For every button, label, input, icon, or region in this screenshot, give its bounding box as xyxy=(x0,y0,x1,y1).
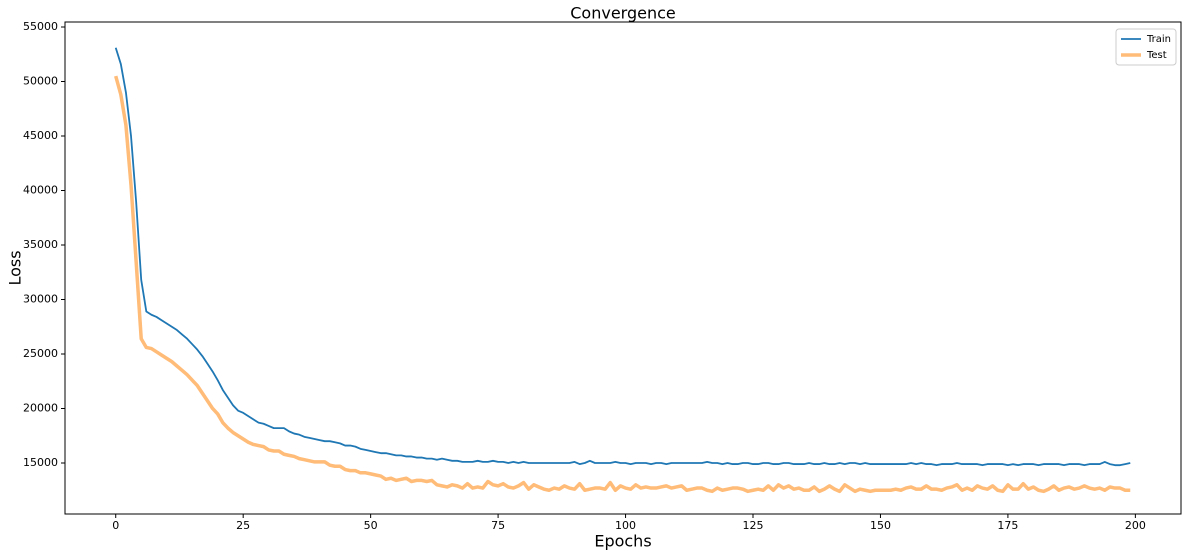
x-tick-label: 125 xyxy=(743,519,764,532)
y-tick-label: 40000 xyxy=(23,184,58,197)
x-tick-label: 50 xyxy=(364,519,378,532)
plot-frame xyxy=(64,21,1182,515)
x-tick-label: 100 xyxy=(615,519,636,532)
x-tick-label: 25 xyxy=(236,519,250,532)
series-line xyxy=(114,47,1131,467)
x-tick-label: 175 xyxy=(997,519,1018,532)
series-line xyxy=(114,75,1131,494)
x-axis-label: Epochs xyxy=(594,532,651,551)
y-tick-label: 55000 xyxy=(23,20,58,33)
x-tick-label: 150 xyxy=(870,519,891,532)
x-tick-label: 200 xyxy=(1125,519,1146,532)
y-tick-label: 25000 xyxy=(23,347,58,360)
legend-label: Train xyxy=(1146,34,1171,45)
y-tick-label: 20000 xyxy=(23,401,58,414)
x-tick-label: 0 xyxy=(112,519,119,532)
y-tick-label: 35000 xyxy=(23,238,58,251)
y-tick-label: 45000 xyxy=(23,129,58,142)
chart-title: Convergence xyxy=(570,4,676,23)
x-tick-label: 75 xyxy=(491,519,505,532)
legend-label: Test xyxy=(1146,50,1167,61)
y-tick-label: 50000 xyxy=(23,75,58,88)
y-tick-label: 30000 xyxy=(23,292,58,305)
y-axis-label: Loss xyxy=(6,250,25,285)
y-tick-label: 15000 xyxy=(23,456,58,469)
